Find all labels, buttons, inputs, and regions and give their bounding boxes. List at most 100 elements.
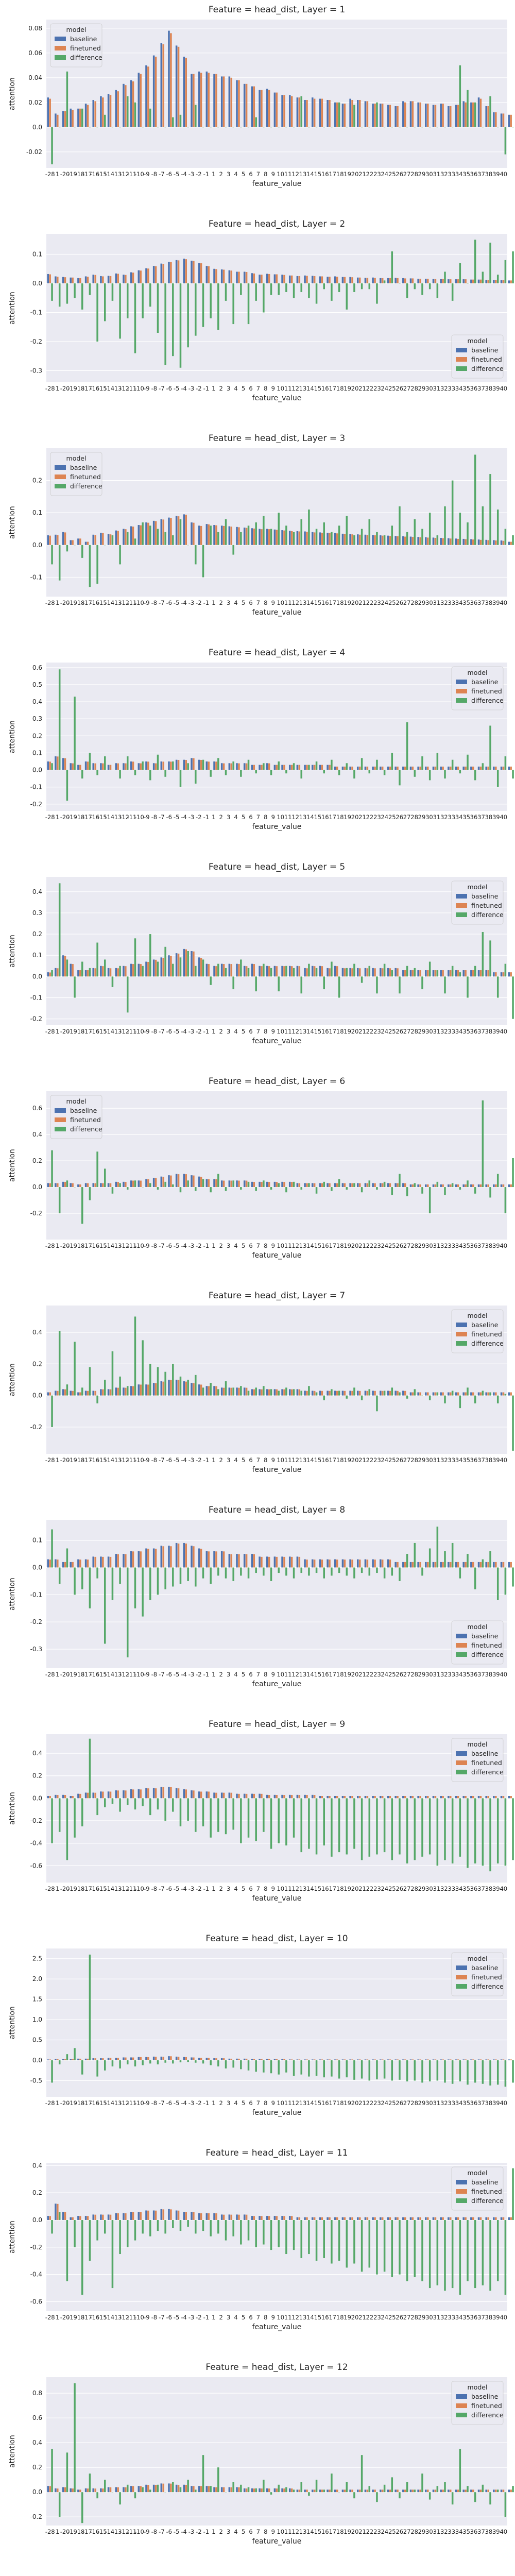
x-tick-label: -1 <box>203 171 209 178</box>
x-tick-label: 40 <box>500 1242 507 1249</box>
x-tick-label: 18 <box>336 171 344 178</box>
bar-baseline <box>341 2059 344 2060</box>
bar-finetuned <box>140 1180 142 1188</box>
x-tick-label: 4 <box>234 1242 237 1249</box>
bar-baseline <box>372 1391 374 1396</box>
bar-difference <box>96 1567 98 1579</box>
bar-baseline <box>448 1562 450 1568</box>
bar-baseline <box>349 968 351 977</box>
bar-finetuned <box>230 270 233 283</box>
bar-baseline <box>84 2058 87 2060</box>
bar-finetuned <box>290 96 293 127</box>
bar-baseline <box>288 1389 291 1396</box>
bar-finetuned <box>434 2489 437 2493</box>
bar-baseline <box>485 2217 487 2220</box>
x-tick-label: -4 <box>181 1456 186 1464</box>
bar-difference <box>474 1187 476 1194</box>
bar-finetuned <box>426 1184 429 1188</box>
x-tick-label: 8 <box>264 1028 267 1035</box>
bar-baseline <box>251 273 253 283</box>
x-tick-label: -9 <box>144 2314 149 2321</box>
x-tick-label: -1 <box>203 385 209 392</box>
y-tick-label: 0.4 <box>32 1131 42 1138</box>
bar-baseline <box>402 1391 404 1396</box>
bar-difference <box>278 761 280 770</box>
bar-difference <box>338 976 340 998</box>
bar-finetuned <box>329 2059 331 2060</box>
bar-difference <box>300 1567 302 1573</box>
bar-finetuned <box>495 766 497 770</box>
bar-finetuned <box>261 529 263 545</box>
x-tick-label: 32 <box>440 1242 448 1249</box>
bar-finetuned <box>253 1389 255 1396</box>
bar-baseline <box>349 1391 351 1396</box>
bar-baseline <box>372 2489 374 2493</box>
x-tick-label: 38 <box>485 1242 493 1249</box>
bar-difference <box>489 1187 491 1198</box>
bar-difference <box>338 1798 340 1853</box>
bar-baseline <box>327 2489 329 2493</box>
bar-finetuned <box>298 2489 301 2493</box>
bar-difference <box>353 2492 355 2499</box>
x-tick-label: -7 <box>159 385 164 392</box>
bar-finetuned <box>397 278 399 283</box>
bar-baseline <box>288 2488 291 2493</box>
y-tick-label: 0.1 <box>32 749 42 756</box>
bar-finetuned <box>268 1389 270 1396</box>
bar-baseline <box>455 2059 457 2060</box>
bar-baseline <box>259 1556 261 1568</box>
bar-baseline <box>341 1183 344 1188</box>
bar-baseline <box>115 530 117 545</box>
bar-baseline <box>62 277 64 283</box>
bar-difference <box>436 2486 439 2493</box>
x-tick-label: 2 <box>219 2314 223 2321</box>
bar-baseline <box>213 268 215 283</box>
bar-baseline <box>62 532 64 545</box>
x-tick-label: 14 <box>306 1028 314 1035</box>
bar-baseline <box>251 1389 253 1396</box>
x-tick-label: 2 <box>219 2099 223 2107</box>
x-tick-label: 4 <box>234 171 237 178</box>
bar-finetuned <box>177 2210 180 2220</box>
y-axis-label: attention <box>8 1792 16 1825</box>
x-tick-label: 21 <box>358 1028 366 1035</box>
bar-difference <box>263 1386 265 1396</box>
bar-difference <box>240 532 242 545</box>
bar-difference <box>58 1798 61 1832</box>
bar-finetuned <box>374 535 376 545</box>
bar-difference <box>164 2060 166 2063</box>
x-tick-label: -4 <box>181 1242 186 1249</box>
x-tick-label: 27 <box>403 1671 411 1678</box>
x-tick-label: 37 <box>477 599 485 606</box>
bar-difference <box>285 965 287 977</box>
x-tick-label: 7 <box>256 1671 260 1678</box>
bar-finetuned <box>358 2059 361 2060</box>
bar-difference <box>315 529 318 545</box>
x-tick-label: 3 <box>227 814 230 821</box>
x-tick-label: -11 <box>127 599 137 606</box>
legend-label-baseline: baseline <box>471 1964 499 1972</box>
x-tick-label: 35 <box>462 814 470 821</box>
bar-difference <box>383 1798 386 1853</box>
bar-finetuned <box>208 964 210 977</box>
bar-finetuned <box>336 1796 338 1799</box>
bar-difference <box>74 2048 76 2060</box>
x-tick-label: -1 <box>203 814 209 821</box>
bar-baseline <box>341 1391 344 1396</box>
x-tick-label: -3 <box>188 1456 194 1464</box>
bar-difference <box>331 283 333 301</box>
bar-baseline <box>259 1389 261 1396</box>
bar-baseline <box>425 278 427 283</box>
x-tick-label: -3 <box>188 1028 194 1035</box>
x-tick-label: -17 <box>82 2099 92 2107</box>
bar-difference <box>240 770 242 777</box>
bar-difference <box>428 2060 431 2082</box>
bar-baseline <box>402 101 404 127</box>
bar-baseline <box>508 1562 510 1568</box>
bar-difference <box>459 513 461 545</box>
bar-difference <box>202 1387 204 1396</box>
x-tick-label: 4 <box>234 1456 237 1464</box>
bar-baseline <box>394 106 397 127</box>
bar-difference <box>104 2219 106 2234</box>
